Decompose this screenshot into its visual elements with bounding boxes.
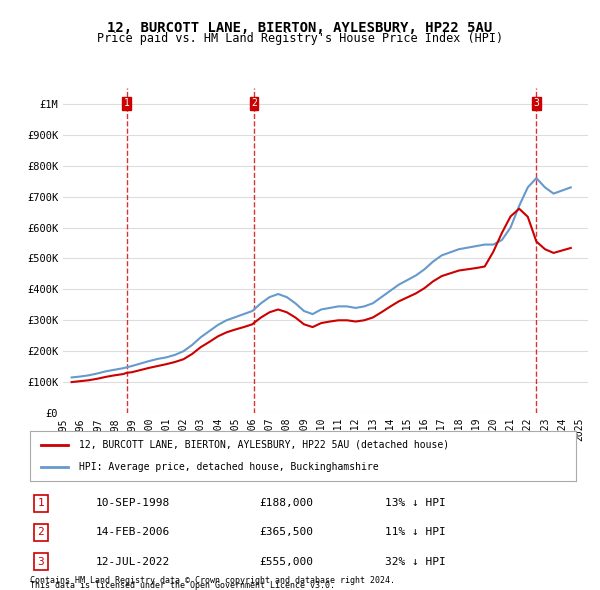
Text: 14-FEB-2006: 14-FEB-2006	[95, 527, 170, 537]
Text: 1: 1	[38, 498, 44, 508]
Text: 12, BURCOTT LANE, BIERTON, AYLESBURY, HP22 5AU (detached house): 12, BURCOTT LANE, BIERTON, AYLESBURY, HP…	[79, 440, 449, 450]
Text: HPI: Average price, detached house, Buckinghamshire: HPI: Average price, detached house, Buck…	[79, 462, 379, 472]
Text: 12-JUL-2022: 12-JUL-2022	[95, 557, 170, 567]
Text: 13% ↓ HPI: 13% ↓ HPI	[385, 498, 446, 508]
Text: 3: 3	[38, 557, 44, 567]
Text: 2: 2	[38, 527, 44, 537]
Text: £188,000: £188,000	[259, 498, 313, 508]
Text: 3: 3	[533, 98, 539, 108]
Text: Contains HM Land Registry data © Crown copyright and database right 2024.: Contains HM Land Registry data © Crown c…	[30, 576, 395, 585]
Text: 12, BURCOTT LANE, BIERTON, AYLESBURY, HP22 5AU: 12, BURCOTT LANE, BIERTON, AYLESBURY, HP…	[107, 21, 493, 35]
Text: £555,000: £555,000	[259, 557, 313, 567]
Text: 1: 1	[124, 98, 130, 108]
Text: 11% ↓ HPI: 11% ↓ HPI	[385, 527, 446, 537]
Text: This data is licensed under the Open Government Licence v3.0.: This data is licensed under the Open Gov…	[30, 581, 335, 590]
Text: 10-SEP-1998: 10-SEP-1998	[95, 498, 170, 508]
Text: £365,500: £365,500	[259, 527, 313, 537]
Text: 2: 2	[251, 98, 257, 108]
Text: 32% ↓ HPI: 32% ↓ HPI	[385, 557, 446, 567]
Text: Price paid vs. HM Land Registry's House Price Index (HPI): Price paid vs. HM Land Registry's House …	[97, 32, 503, 45]
